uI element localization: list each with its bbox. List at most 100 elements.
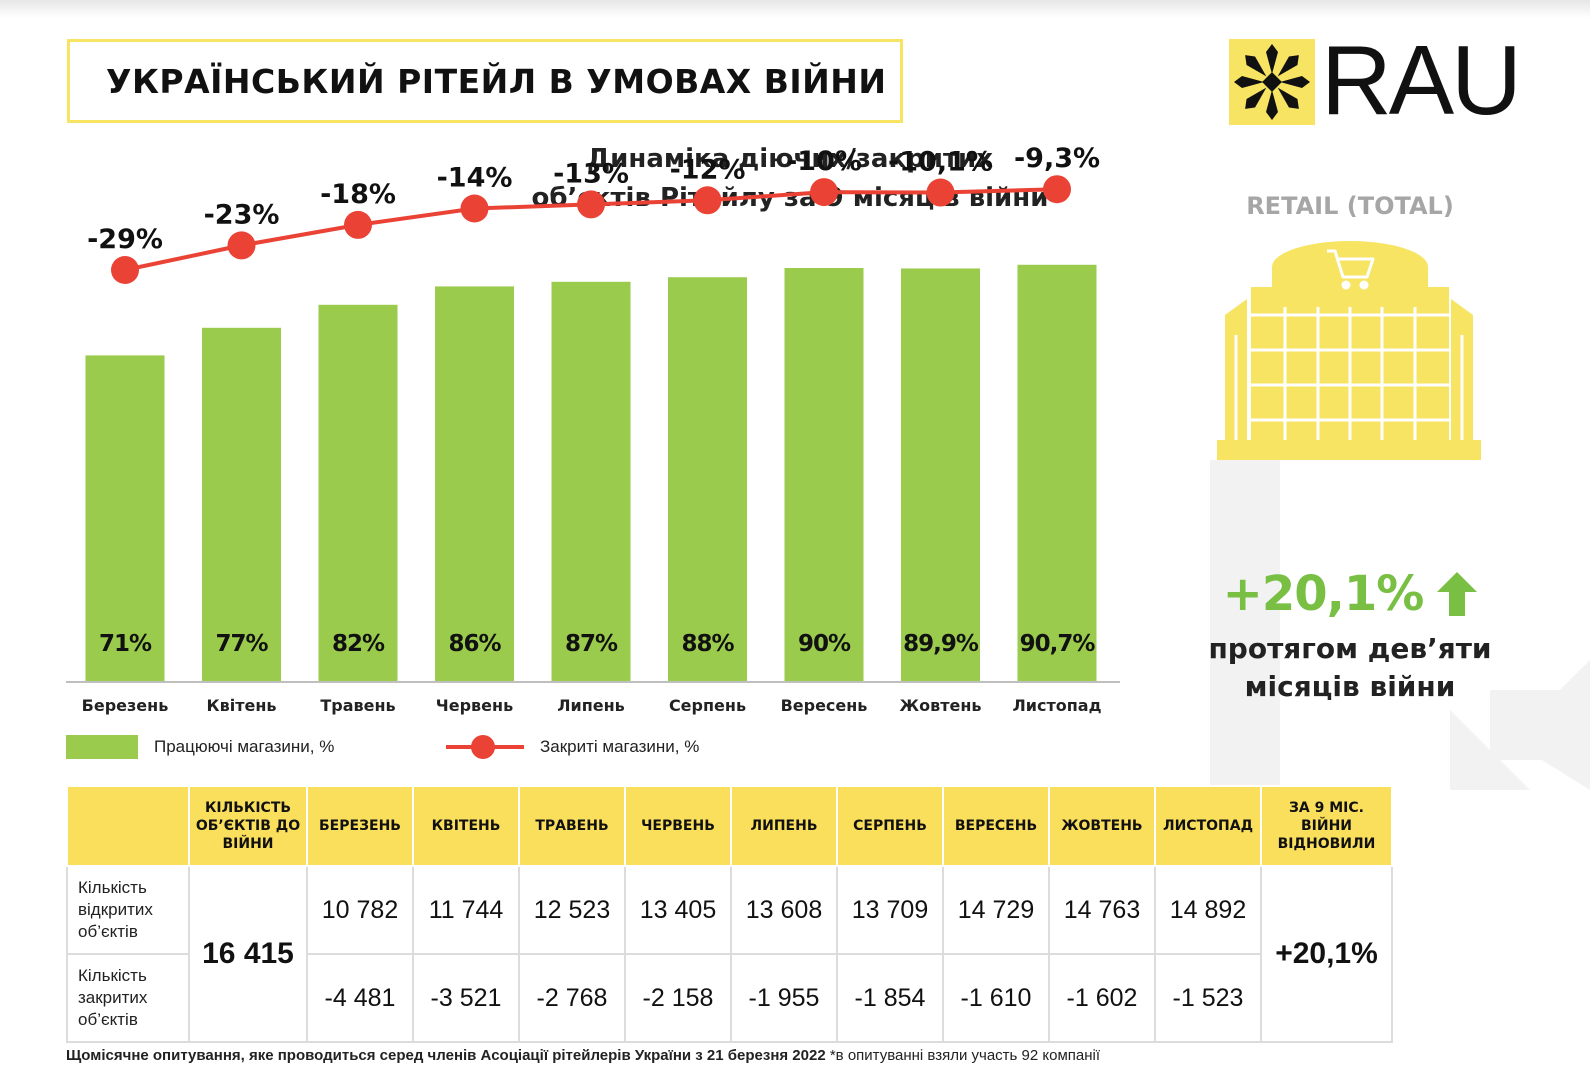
table-cell: 14 763 (1048, 865, 1156, 955)
table-cell: 14 729 (942, 865, 1050, 955)
line-point (111, 256, 139, 284)
bar-value-label: 87% (565, 631, 618, 657)
line-value-label: -18% (320, 179, 396, 210)
table-cell: -1 955 (730, 953, 838, 1043)
line-value-label: -12% (670, 154, 746, 185)
growth-value: +20,1% (1222, 566, 1425, 622)
bar (435, 286, 514, 682)
line-value-label: -29% (87, 224, 163, 255)
x-tick-label: Березень (82, 696, 169, 715)
bar (202, 327, 281, 682)
table-header: СЕРПЕНЬ (836, 785, 944, 867)
pre-war-total: 16 415 (188, 865, 308, 1043)
table-header: КІЛЬКІСТЬ ОБ’ЄКТІВ ДО ВІЙНИ (188, 785, 308, 867)
table-cell: -1 610 (942, 953, 1050, 1043)
bar (85, 355, 165, 682)
legend-bar-label: Працюючі магазини, % (154, 737, 335, 756)
growth-indicator: +20,1% (1200, 566, 1500, 622)
legend-line-label: Закриті магазини, % (540, 737, 700, 756)
retail-total-label: RETAIL (TOTAL) (1246, 192, 1454, 220)
line-value-label: -13% (553, 158, 629, 189)
legend-closed-stores: Закриті магазини, % (446, 735, 699, 759)
line-value-label: -9,3% (1014, 143, 1100, 174)
table-cell: 13 405 (624, 865, 732, 955)
line-value-label: -14% (437, 163, 513, 194)
line-value-label: -10% (786, 146, 862, 177)
table-header-empty (66, 785, 190, 867)
table-cell: -2 158 (624, 953, 732, 1043)
x-tick-label: Серпень (669, 696, 746, 715)
line-point (344, 210, 372, 239)
growth-caption: протягом дев’яти місяців війни (1200, 630, 1500, 706)
bar-value-label: 71% (99, 631, 152, 657)
table-cell: -3 521 (412, 953, 520, 1043)
bar (668, 277, 747, 682)
footnote: Щомісячне опитування, яке проводиться се… (66, 1047, 1100, 1064)
table-header: БЕРЕЗЕНЬ (306, 785, 414, 867)
table-row: Кількість відкритих об’єктів 16 415 10 7… (66, 865, 1393, 1043)
star-ornament-icon (1234, 44, 1310, 120)
line-point (227, 231, 256, 260)
x-tick-label: Листопад (1012, 696, 1101, 715)
bar (318, 304, 398, 682)
bar-value-label: 90,7% (1020, 631, 1096, 657)
x-tick-label: Травень (320, 696, 395, 715)
table-header: ТРАВЕНЬ (518, 785, 626, 867)
table-header: ЖОВТЕНЬ (1048, 785, 1156, 867)
page-title-text: УКРАЇНСЬКИЙ РІТЕЙЛ В УМОВАХ ВІЙНИ (106, 61, 887, 101)
x-tick-label: Червень (436, 696, 513, 715)
line-point (926, 178, 955, 207)
line-value-label: -10,1% (888, 147, 993, 178)
x-tick-label: Квітень (207, 696, 277, 715)
stores-table: КІЛЬКІСТЬ ОБ’ЄКТІВ ДО ВІЙНИ БЕРЕЗЕНЬ КВІ… (66, 785, 1393, 1043)
logo-square (1229, 39, 1315, 125)
line-point (693, 186, 722, 215)
line-point (460, 194, 489, 223)
bar-value-label: 77% (215, 631, 268, 657)
chart-title-line-2: об’єктів Рітейлу за 9 місяців війни (531, 183, 1049, 213)
arrow-up-icon (1437, 572, 1478, 616)
line-point (1043, 175, 1071, 204)
row-label-open: Кількість відкритих об’єктів (66, 865, 190, 955)
chart-title: Динаміка діючих/закритих об’єктів Рітейл… (480, 140, 1100, 218)
table-header: ЧЕРВЕНЬ (624, 785, 732, 867)
chart-title-line-1: Динаміка діючих/закритих (587, 144, 993, 174)
footnote-main: Щомісячне опитування, яке проводиться се… (66, 1047, 826, 1064)
table-row: Кількість закритих об’єктів -4 481 -3 52… (66, 953, 1392, 1043)
x-tick-label: Жовтень (900, 696, 982, 715)
table-cell: 11 744 (412, 865, 520, 955)
row-label-closed: Кількість закритих об’єктів (66, 953, 190, 1043)
bar (784, 268, 864, 682)
line-value-label: -23% (204, 199, 280, 230)
table-header-row: КІЛЬКІСТЬ ОБ’ЄКТІВ ДО ВІЙНИ БЕРЕЗЕНЬ КВІ… (66, 785, 1393, 867)
table-cell: 14 892 (1154, 865, 1262, 955)
background-ornament (1210, 460, 1590, 790)
table-header: ЛИСТОПАД (1154, 785, 1262, 867)
table-header: ВЕРЕСЕНЬ (942, 785, 1050, 867)
table-cell: 12 523 (518, 865, 626, 955)
bar-value-label: 82% (332, 631, 385, 657)
table-cell: -4 481 (306, 953, 414, 1043)
table-header: ЛИПЕНЬ (730, 785, 838, 867)
rau-logo: RAU (1229, 31, 1522, 129)
table-cell: 13 608 (730, 865, 838, 955)
table-cell: -1 523 (1154, 953, 1262, 1043)
page-title: УКРАЇНСЬКИЙ РІТЕЙЛ В УМОВАХ ВІЙНИ (67, 39, 903, 123)
bar-value-label: 88% (681, 631, 734, 657)
table-cell: -1 602 (1048, 953, 1156, 1043)
bar (1017, 264, 1097, 682)
retail-dynamics-chart: 71% Березень 77% Квітень 82% Травень 86% Червен… (66, 143, 1120, 715)
table-cell: 10 782 (306, 865, 414, 955)
table-cell: -2 768 (518, 953, 626, 1043)
x-tick-label: Липень (557, 696, 625, 715)
bar-value-label: 89,9% (903, 631, 979, 657)
table-cell: 13 709 (836, 865, 944, 955)
logo-text: RAU (1321, 25, 1522, 135)
x-tick-label: Вересень (781, 696, 868, 715)
total-restored: +20,1% (1260, 865, 1393, 1043)
footnote-note: *в опитуванні взяли участь 92 компанії (829, 1047, 1101, 1064)
shopping-mall-icon (1217, 241, 1481, 460)
line-point (577, 190, 605, 219)
table-header: КВІТЕНЬ (412, 785, 520, 867)
line-point (810, 178, 838, 207)
